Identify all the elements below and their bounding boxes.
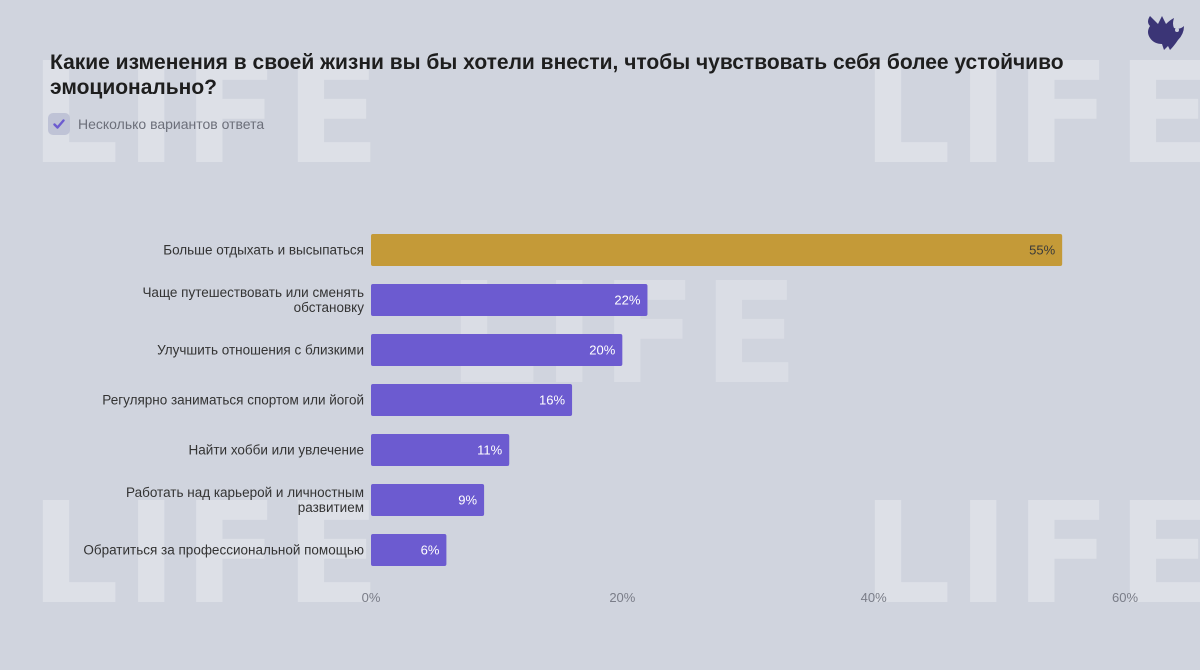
category-label: Найти хобби или увлечение [189, 443, 364, 458]
multiple-choice-label: Несколько вариантов ответа [78, 116, 265, 132]
category-label: Регулярно заниматься спортом или йогой [102, 393, 364, 408]
value-label: 11% [477, 443, 502, 458]
chart-title: Какие изменения в своей жизни вы бы хоте… [50, 51, 1064, 99]
bar [371, 284, 648, 316]
bird-logo-icon [1148, 16, 1184, 50]
value-label: 22% [614, 293, 640, 308]
bar [371, 334, 623, 366]
category-label: Больше отдыхать и высыпаться [163, 243, 364, 258]
value-label: 9% [458, 493, 477, 508]
category-label: Обратиться за профессиональной помощью [83, 543, 364, 558]
category-label: Улучшить отношения с близкими [157, 343, 364, 358]
x-tick-label: 0% [362, 590, 381, 605]
multiple-choice-note: Несколько вариантов ответа [48, 112, 264, 136]
value-label: 20% [589, 343, 615, 358]
bar [371, 534, 447, 566]
bar [371, 484, 485, 516]
category-label: Работать над карьерой и личностным развит… [126, 485, 364, 515]
bar [371, 434, 510, 466]
value-label: 16% [539, 393, 565, 408]
x-tick-label: 40% [861, 590, 887, 605]
value-label: 6% [421, 543, 440, 558]
x-tick-label: 20% [609, 590, 635, 605]
value-label: 55% [1029, 243, 1055, 258]
bar [371, 234, 1063, 266]
checkmark-icon [48, 113, 70, 135]
x-tick-label: 60% [1112, 590, 1138, 605]
category-label: Чаще путешествовать или сменять обстановк… [142, 285, 364, 315]
bar [371, 384, 573, 416]
